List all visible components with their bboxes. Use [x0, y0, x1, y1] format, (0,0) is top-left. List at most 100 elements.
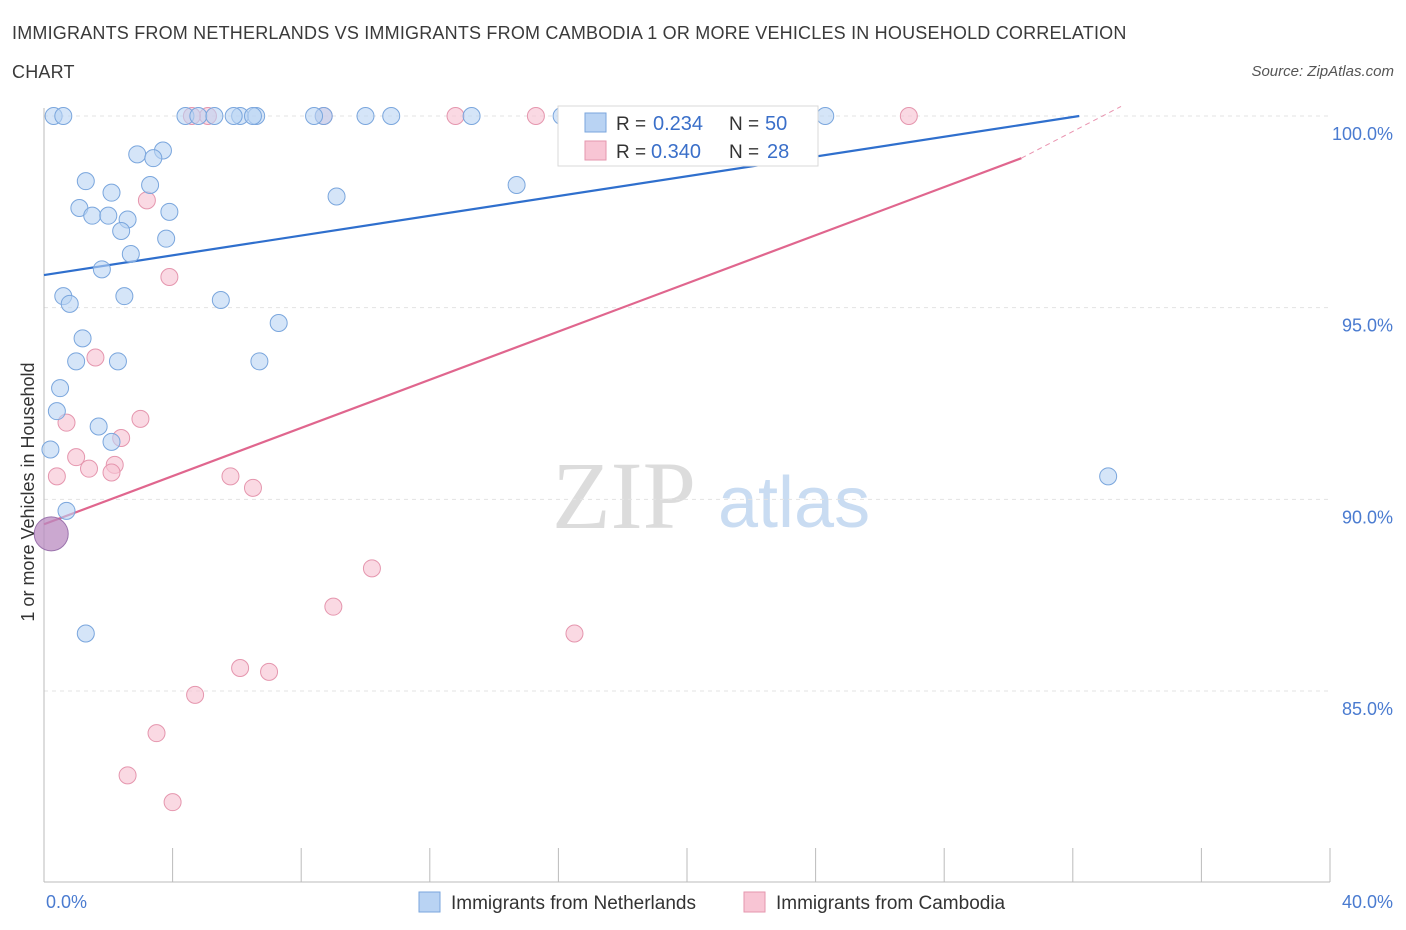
point-netherlands-36 [67, 352, 86, 371]
point-netherlands-26 [112, 222, 131, 240]
point-netherlands-2 [205, 107, 224, 125]
point-netherlands-24 [160, 202, 179, 221]
bottom-legend-swatch-cambodia [743, 891, 766, 913]
point-netherlands-28 [121, 245, 140, 263]
point-cambodia-10 [57, 413, 76, 432]
point-netherlands-16 [76, 172, 95, 191]
point-cambodia-19 [362, 559, 381, 578]
point-netherlands-10 [816, 107, 835, 125]
point-cambodia-18 [243, 478, 262, 497]
axes [43, 108, 1331, 883]
point-netherlands-44 [1099, 467, 1118, 486]
point-netherlands-20 [327, 187, 346, 206]
y-axis-label: 1 or more Vehicles in Household [18, 362, 38, 621]
point-cambodia-7 [160, 268, 179, 286]
legend-r-label-cambodia: R = [616, 142, 646, 163]
point-netherlands-40 [47, 402, 66, 421]
point-netherlands-39 [51, 379, 70, 398]
chart-source: Source: ZipAtlas.com [1251, 63, 1394, 80]
point-netherlands-15 [144, 149, 163, 168]
point-netherlands-12 [54, 107, 73, 125]
point-cambodia-13 [80, 459, 99, 478]
legend-swatch-netherlands [584, 112, 607, 133]
point-cambodia-27 [163, 793, 182, 812]
data-points [33, 107, 1118, 812]
point-cambodia-large [33, 516, 69, 552]
legend-r-value-cambodia: 0.340 [651, 141, 701, 163]
point-netherlands-17 [141, 176, 160, 194]
point-cambodia-17 [221, 467, 240, 486]
point-netherlands-18 [102, 183, 121, 202]
y-tick-label-1: 95.0% [1342, 316, 1393, 336]
legend-n-label-netherlands: N = [729, 114, 759, 135]
trend-line-netherlands [43, 114, 1080, 277]
grid-lines [44, 115, 1330, 692]
point-netherlands-23 [99, 206, 118, 225]
point-cambodia-9 [131, 409, 150, 428]
point-netherlands-45 [57, 501, 76, 520]
legend-n-label-cambodia: N = [729, 142, 759, 163]
point-netherlands-48 [305, 107, 324, 125]
point-cambodia-22 [231, 659, 250, 677]
point-netherlands-7 [382, 107, 401, 125]
chart-title-line-2: CHART [12, 62, 75, 82]
y-tick-label-0: 100.0% [1332, 124, 1393, 144]
point-cambodia-2 [446, 107, 465, 125]
x-tick-label-min: 0.0% [46, 892, 87, 912]
trend-line-cambodia [43, 157, 1022, 526]
legend-box: R = 0.234 N = 50 R = 0.340 N = 28 [557, 105, 819, 167]
chart-title-line-1: IMMIGRANTS FROM NETHERLANDS VS IMMIGRANT… [12, 23, 1127, 43]
y-tick-label-3: 85.0% [1342, 699, 1393, 719]
point-netherlands-8 [462, 107, 481, 125]
point-netherlands-47 [243, 107, 262, 125]
point-netherlands-27 [157, 229, 176, 248]
point-cambodia-26 [118, 766, 137, 785]
point-cambodia-24 [186, 685, 205, 704]
legend-n-value-cambodia: 28 [767, 141, 789, 163]
point-netherlands-19 [507, 176, 526, 194]
legend-swatch-cambodia [584, 140, 607, 161]
point-netherlands-38 [250, 352, 269, 371]
point-netherlands-14 [128, 145, 147, 164]
point-cambodia-21 [565, 624, 584, 643]
watermark-zip: ZIP [552, 442, 696, 549]
point-netherlands-42 [102, 432, 121, 451]
point-netherlands-32 [115, 287, 134, 306]
legend-r-label-netherlands: R = [616, 114, 646, 135]
point-cambodia-23 [260, 662, 279, 681]
bottom-legend-swatch-netherlands [418, 891, 441, 913]
x-tick-label-max: 40.0% [1342, 892, 1393, 912]
point-netherlands-34 [269, 314, 288, 332]
watermark-atlas: atlas [718, 463, 870, 543]
point-cambodia-25 [147, 724, 166, 743]
trend-line-cambodia-extension [1021, 105, 1122, 159]
bottom-legend-label-cambodia: Immigrants from Cambodia [776, 893, 1006, 914]
legend-n-value-netherlands: 50 [765, 113, 787, 135]
point-netherlands-49 [224, 107, 243, 125]
point-netherlands-43 [41, 440, 60, 459]
point-netherlands-31 [60, 294, 79, 313]
bottom-legend-label-netherlands: Immigrants from Netherlands [451, 893, 696, 914]
point-netherlands-35 [73, 329, 92, 348]
point-cambodia-16 [47, 467, 66, 486]
point-netherlands-29 [92, 260, 111, 279]
point-netherlands-37 [108, 352, 127, 371]
point-netherlands-1 [189, 107, 208, 125]
bottom-legend: Immigrants from Netherlands Immigrants f… [418, 891, 1006, 914]
point-cambodia-8 [86, 348, 105, 367]
point-cambodia-12 [67, 448, 86, 467]
point-netherlands-41 [89, 417, 108, 436]
point-cambodia-6 [137, 191, 156, 210]
trend-lines [43, 105, 1122, 526]
y-tick-label-2: 90.0% [1342, 507, 1393, 527]
legend-r-value-netherlands: 0.234 [653, 113, 703, 135]
point-cambodia-15 [102, 463, 121, 482]
tick-labels: 100.0% 95.0% 90.0% 85.0% 0.0% 40.0% [46, 124, 1393, 912]
point-cambodia-20 [324, 597, 343, 616]
point-netherlands-33 [211, 291, 230, 309]
point-cambodia-3 [526, 107, 545, 125]
point-netherlands-22 [83, 206, 102, 225]
point-cambodia-4 [899, 107, 918, 125]
point-netherlands-46 [76, 624, 95, 643]
